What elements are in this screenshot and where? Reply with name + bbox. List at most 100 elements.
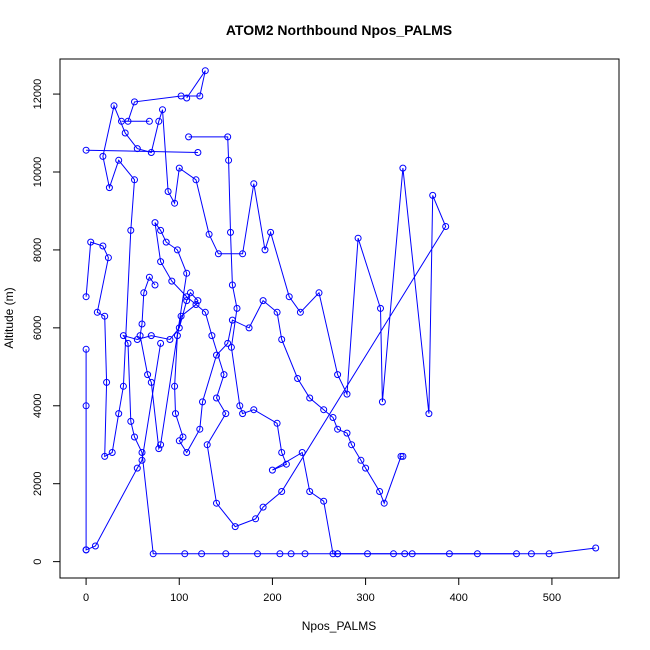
data-point — [194, 297, 202, 305]
data-point — [222, 410, 230, 418]
data-point — [473, 550, 481, 558]
data-point — [301, 550, 309, 558]
data-point — [273, 419, 281, 427]
data-point — [329, 414, 337, 421]
data-point — [108, 449, 116, 456]
data-point — [259, 503, 267, 511]
data-point — [115, 410, 123, 418]
data-point — [138, 320, 146, 328]
data-point — [168, 277, 176, 285]
x-axis: 0 100 200 300 400 500 — [83, 577, 561, 604]
x-axis-label: Npos_PALMS — [302, 619, 376, 633]
series-line — [85, 104, 447, 528]
data-point — [592, 544, 600, 552]
series-line — [122, 291, 517, 555]
data-point — [378, 398, 386, 406]
data-point — [261, 246, 269, 254]
data-point — [145, 273, 153, 281]
data-point — [171, 199, 179, 207]
series-line — [121, 70, 206, 122]
data-point — [136, 332, 144, 340]
data-point — [545, 550, 553, 558]
data-point — [162, 238, 170, 246]
data-point — [227, 343, 235, 351]
data-point — [155, 117, 163, 125]
data-point — [228, 316, 236, 324]
data-point — [377, 304, 384, 312]
data-point — [294, 375, 302, 382]
data-point — [194, 149, 202, 156]
data-point — [196, 92, 204, 100]
data-point — [334, 550, 342, 558]
data-point — [183, 269, 191, 277]
y-axis: 0 2000 4000 6000 8000 10000 12000 — [32, 79, 61, 565]
data-point — [225, 156, 233, 164]
chart-title: ATOM2 Northbound Npos_PALMS — [226, 22, 452, 38]
data-point — [334, 425, 342, 433]
data-point — [133, 464, 141, 472]
data-point — [101, 312, 109, 320]
data-point — [513, 550, 520, 558]
data-point — [276, 550, 284, 558]
y-tick-label: 6000 — [32, 316, 44, 340]
data-point — [192, 301, 200, 308]
data-point — [306, 394, 314, 402]
data-point — [131, 98, 138, 106]
data-point — [259, 297, 267, 305]
data-point — [183, 94, 191, 102]
series-lines — [85, 70, 596, 555]
data-point — [82, 402, 90, 410]
data-point — [119, 382, 127, 390]
data-point — [124, 117, 132, 125]
data-point — [278, 488, 286, 495]
data-point — [164, 188, 172, 195]
data-point — [147, 149, 155, 156]
data-point — [298, 449, 306, 456]
data-point — [121, 129, 129, 137]
data-point — [157, 339, 165, 347]
data-point — [87, 238, 95, 246]
data-point — [99, 242, 107, 250]
data-point — [155, 445, 163, 453]
data-point — [131, 433, 138, 441]
data-point — [175, 164, 183, 172]
data-point — [425, 410, 433, 418]
data-point — [151, 219, 159, 227]
data-point — [239, 250, 247, 258]
data-point — [138, 456, 146, 464]
data-point — [278, 336, 286, 343]
data-point — [348, 441, 356, 449]
data-point — [82, 293, 90, 301]
data-point — [133, 145, 141, 153]
data-point — [245, 324, 253, 332]
data-point — [287, 550, 295, 558]
data-point — [213, 499, 220, 507]
y-tick-label: 12000 — [32, 79, 44, 110]
x-tick-label: 100 — [170, 592, 188, 604]
x-tick-label: 200 — [263, 592, 281, 604]
data-point — [140, 289, 148, 297]
data-point — [408, 550, 416, 558]
data-point — [320, 406, 328, 414]
data-point — [329, 550, 337, 558]
data-point — [362, 464, 370, 472]
data-point — [527, 550, 535, 558]
data-point — [429, 191, 437, 199]
y-axis-label: Altitude (m) — [2, 287, 16, 348]
data-point — [227, 228, 234, 236]
y-tick-label: 4000 — [32, 394, 44, 418]
data-point — [192, 176, 200, 184]
y-tick-label: 8000 — [32, 238, 44, 262]
data-point — [196, 425, 204, 433]
data-point — [157, 441, 165, 449]
data-point — [278, 449, 286, 456]
data-point — [239, 410, 247, 418]
data-point — [157, 226, 165, 234]
data-point — [390, 550, 397, 558]
data-point — [252, 515, 260, 523]
y-tick-label: 10000 — [32, 157, 44, 188]
data-point — [399, 164, 407, 172]
series-points — [82, 67, 600, 558]
data-point — [104, 254, 112, 262]
data-point — [214, 250, 222, 258]
